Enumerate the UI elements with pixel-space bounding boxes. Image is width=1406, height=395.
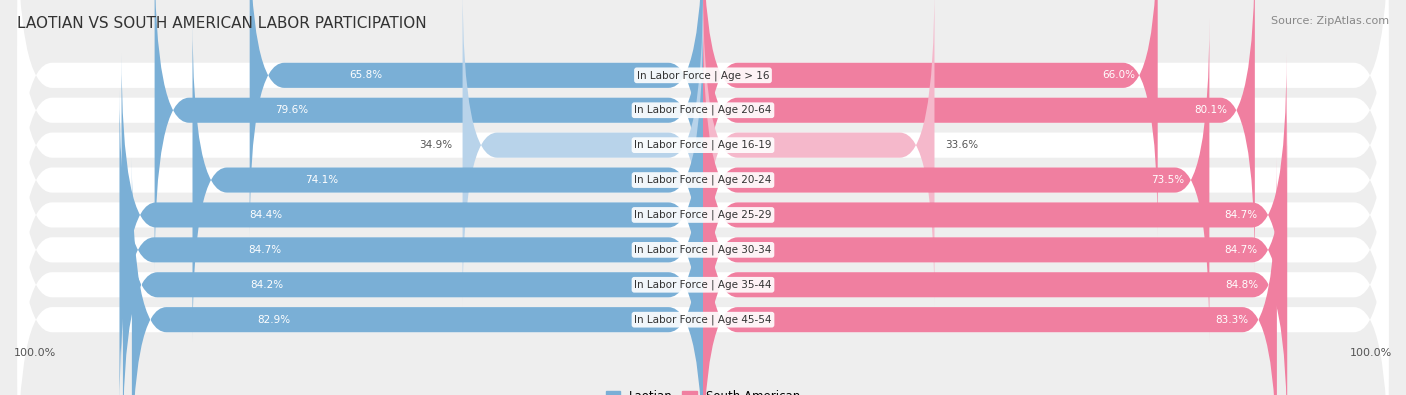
- FancyBboxPatch shape: [155, 0, 703, 272]
- Text: 100.0%: 100.0%: [1350, 348, 1392, 357]
- FancyBboxPatch shape: [463, 0, 703, 307]
- Text: 84.7%: 84.7%: [1225, 210, 1257, 220]
- Text: 83.3%: 83.3%: [1215, 315, 1249, 325]
- Text: In Labor Force | Age > 16: In Labor Force | Age > 16: [637, 70, 769, 81]
- FancyBboxPatch shape: [703, 53, 1286, 377]
- Text: In Labor Force | Age 45-54: In Labor Force | Age 45-54: [634, 314, 772, 325]
- Text: In Labor Force | Age 30-34: In Labor Force | Age 30-34: [634, 245, 772, 255]
- FancyBboxPatch shape: [703, 0, 935, 307]
- Text: LAOTIAN VS SOUTH AMERICAN LABOR PARTICIPATION: LAOTIAN VS SOUTH AMERICAN LABOR PARTICIP…: [17, 16, 426, 31]
- Text: 65.8%: 65.8%: [350, 70, 382, 80]
- FancyBboxPatch shape: [703, 0, 1254, 272]
- Text: 74.1%: 74.1%: [305, 175, 337, 185]
- FancyBboxPatch shape: [121, 53, 703, 377]
- FancyBboxPatch shape: [17, 18, 1389, 342]
- Text: In Labor Force | Age 35-44: In Labor Force | Age 35-44: [634, 280, 772, 290]
- FancyBboxPatch shape: [193, 18, 703, 342]
- FancyBboxPatch shape: [703, 123, 1288, 395]
- Text: 34.9%: 34.9%: [419, 140, 453, 150]
- FancyBboxPatch shape: [17, 123, 1389, 395]
- Text: 79.6%: 79.6%: [276, 105, 308, 115]
- Text: 84.7%: 84.7%: [247, 245, 281, 255]
- Text: In Labor Force | Age 16-19: In Labor Force | Age 16-19: [634, 140, 772, 150]
- FancyBboxPatch shape: [120, 88, 703, 395]
- FancyBboxPatch shape: [122, 123, 703, 395]
- Text: 82.9%: 82.9%: [257, 315, 291, 325]
- Text: In Labor Force | Age 25-29: In Labor Force | Age 25-29: [634, 210, 772, 220]
- FancyBboxPatch shape: [17, 0, 1389, 307]
- FancyBboxPatch shape: [17, 53, 1389, 377]
- FancyBboxPatch shape: [703, 88, 1286, 395]
- Text: 73.5%: 73.5%: [1150, 175, 1184, 185]
- Text: 100.0%: 100.0%: [14, 348, 56, 357]
- Text: 84.2%: 84.2%: [250, 280, 284, 290]
- Text: 84.8%: 84.8%: [1225, 280, 1258, 290]
- Text: In Labor Force | Age 20-24: In Labor Force | Age 20-24: [634, 175, 772, 185]
- Text: 80.1%: 80.1%: [1195, 105, 1227, 115]
- FancyBboxPatch shape: [17, 0, 1389, 272]
- FancyBboxPatch shape: [17, 158, 1389, 395]
- Text: 84.7%: 84.7%: [1225, 245, 1257, 255]
- FancyBboxPatch shape: [703, 0, 1157, 237]
- Text: Source: ZipAtlas.com: Source: ZipAtlas.com: [1271, 16, 1389, 26]
- Text: 84.4%: 84.4%: [249, 210, 283, 220]
- FancyBboxPatch shape: [17, 0, 1389, 237]
- Legend: Laotian, South American: Laotian, South American: [600, 385, 806, 395]
- FancyBboxPatch shape: [17, 88, 1389, 395]
- Text: 66.0%: 66.0%: [1102, 70, 1135, 80]
- FancyBboxPatch shape: [250, 0, 703, 237]
- FancyBboxPatch shape: [703, 158, 1277, 395]
- Text: In Labor Force | Age 20-64: In Labor Force | Age 20-64: [634, 105, 772, 115]
- Text: 33.6%: 33.6%: [945, 140, 979, 150]
- FancyBboxPatch shape: [703, 18, 1209, 342]
- FancyBboxPatch shape: [132, 158, 703, 395]
